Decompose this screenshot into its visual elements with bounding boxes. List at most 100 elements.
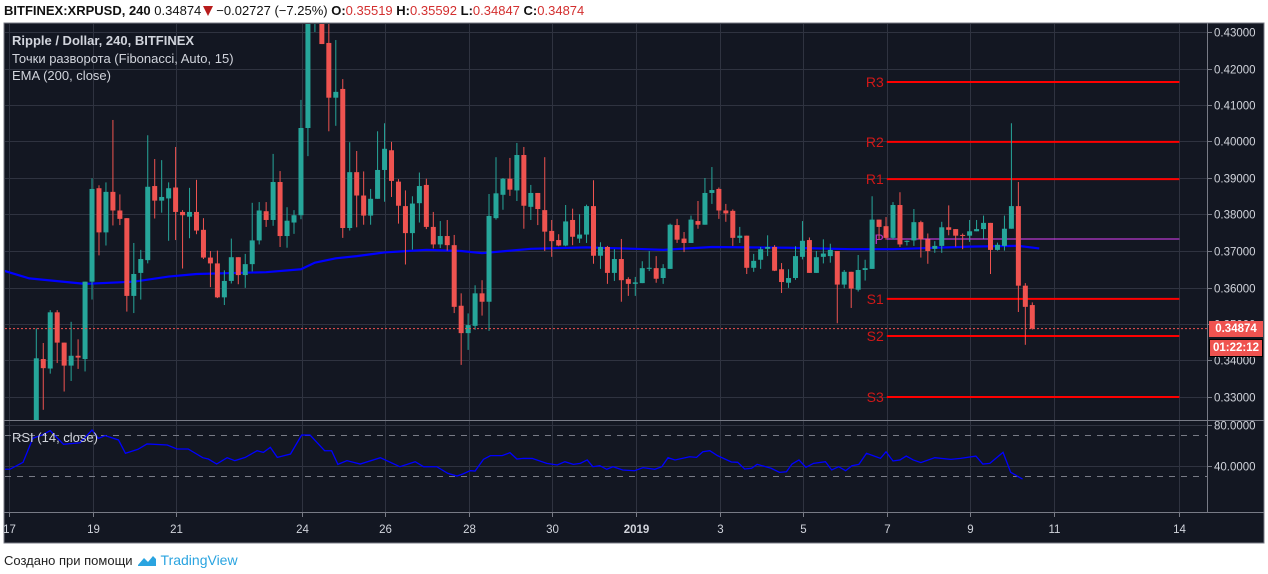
candle bbox=[409, 196, 415, 250]
open-label: O: bbox=[331, 3, 346, 18]
candle-body bbox=[89, 188, 95, 282]
candle-body bbox=[138, 259, 144, 273]
time-tick-label: 2019 bbox=[624, 524, 650, 536]
price-tick-label: 0.33000 bbox=[1214, 393, 1256, 405]
time-tick-label: 26 bbox=[379, 524, 392, 536]
candle bbox=[314, 24, 316, 32]
candle-body bbox=[242, 264, 248, 276]
candle bbox=[535, 192, 541, 226]
candle-body bbox=[117, 210, 123, 219]
candle-body bbox=[681, 238, 687, 243]
price-tick-label: 0.36000 bbox=[1214, 284, 1256, 296]
candle-body bbox=[848, 271, 854, 289]
candle bbox=[131, 242, 137, 314]
candle bbox=[249, 202, 255, 272]
price-tick-label: 0.40000 bbox=[1214, 137, 1256, 149]
candle bbox=[166, 182, 172, 241]
candle-body bbox=[214, 263, 220, 298]
candle-body bbox=[1001, 228, 1007, 246]
candle-body bbox=[152, 186, 158, 201]
candle bbox=[855, 255, 861, 292]
candle bbox=[235, 257, 241, 285]
symbol-header: BITFINEX:XRPUSD, 240 0.34874 −0.02727 (−7… bbox=[4, 3, 584, 18]
candle bbox=[340, 79, 346, 238]
time-tick-label: 3 bbox=[717, 524, 723, 536]
candle bbox=[1022, 283, 1028, 345]
candle bbox=[159, 160, 165, 213]
bar-countdown: 01:22:12 bbox=[1209, 339, 1263, 357]
candle bbox=[688, 215, 694, 243]
legend-rsi[interactable]: RSI (14, close) bbox=[12, 430, 98, 445]
candle-body bbox=[813, 257, 819, 273]
candle-body bbox=[382, 148, 388, 170]
tradingview-link[interactable]: TradingView bbox=[160, 552, 238, 568]
candle bbox=[256, 202, 262, 245]
rsi-pane[interactable] bbox=[3, 429, 1207, 480]
candle bbox=[451, 234, 457, 314]
triangle-down-icon bbox=[203, 6, 214, 16]
candle-body bbox=[960, 234, 966, 236]
candle bbox=[500, 178, 506, 210]
candle-body bbox=[904, 240, 910, 242]
candle bbox=[207, 251, 213, 288]
low-value: 0.34847 bbox=[472, 3, 520, 18]
price-tick-label: 0.38000 bbox=[1214, 210, 1256, 222]
candle bbox=[270, 153, 276, 226]
pivot-label-s1: S1 bbox=[867, 291, 884, 307]
footer: Создано при помощи TradingView bbox=[4, 552, 238, 568]
candle-body bbox=[1022, 285, 1028, 307]
candle bbox=[430, 211, 436, 249]
candle-body bbox=[967, 231, 973, 236]
candle bbox=[110, 119, 116, 226]
price-tick-label: 0.39000 bbox=[1214, 174, 1256, 186]
candle bbox=[361, 171, 367, 225]
candle-body bbox=[786, 278, 792, 283]
pivot-label-r2: R2 bbox=[866, 134, 884, 150]
candle bbox=[827, 243, 833, 263]
candle-body bbox=[96, 188, 102, 233]
candle bbox=[960, 233, 966, 250]
candle bbox=[904, 240, 910, 246]
legend-pivots[interactable]: Точки разворота (Fibonacci, Auto, 15) bbox=[12, 51, 234, 66]
candle-body bbox=[570, 219, 576, 237]
candle-body bbox=[402, 206, 408, 234]
candle-body bbox=[549, 230, 555, 242]
candle bbox=[319, 24, 325, 45]
candle bbox=[61, 342, 67, 392]
candle bbox=[75, 339, 81, 369]
candle-body bbox=[653, 268, 659, 279]
candle-body bbox=[591, 206, 596, 256]
candle-body bbox=[326, 42, 332, 98]
candle-body bbox=[792, 256, 798, 279]
candle bbox=[382, 123, 388, 202]
candle-body bbox=[772, 246, 778, 271]
candle-body bbox=[291, 215, 297, 223]
candle bbox=[723, 203, 729, 222]
tradingview-logo-icon bbox=[137, 556, 156, 566]
candle-body bbox=[131, 273, 137, 296]
candle-body bbox=[897, 205, 903, 245]
time-tick-label: 9 bbox=[967, 524, 973, 536]
candle-body bbox=[263, 211, 269, 220]
candle-body bbox=[1008, 206, 1014, 229]
candle bbox=[820, 239, 826, 264]
low-label: L: bbox=[460, 3, 473, 18]
candle bbox=[291, 210, 297, 234]
candle bbox=[47, 310, 53, 374]
legend-ema[interactable]: EMA (200, close) bbox=[12, 68, 111, 83]
candle bbox=[883, 217, 889, 240]
candle-body bbox=[841, 271, 847, 285]
candle bbox=[416, 172, 422, 223]
candle-body bbox=[799, 240, 805, 257]
candle-body bbox=[354, 172, 360, 196]
candle bbox=[347, 142, 353, 231]
candle-body bbox=[200, 229, 206, 258]
candle-body bbox=[319, 24, 325, 45]
candle-body bbox=[953, 229, 959, 236]
pivot-label-s2: S2 bbox=[867, 328, 884, 344]
candle-body bbox=[981, 222, 987, 230]
candle bbox=[333, 40, 339, 126]
price-tick-label: 0.34000 bbox=[1214, 356, 1256, 368]
